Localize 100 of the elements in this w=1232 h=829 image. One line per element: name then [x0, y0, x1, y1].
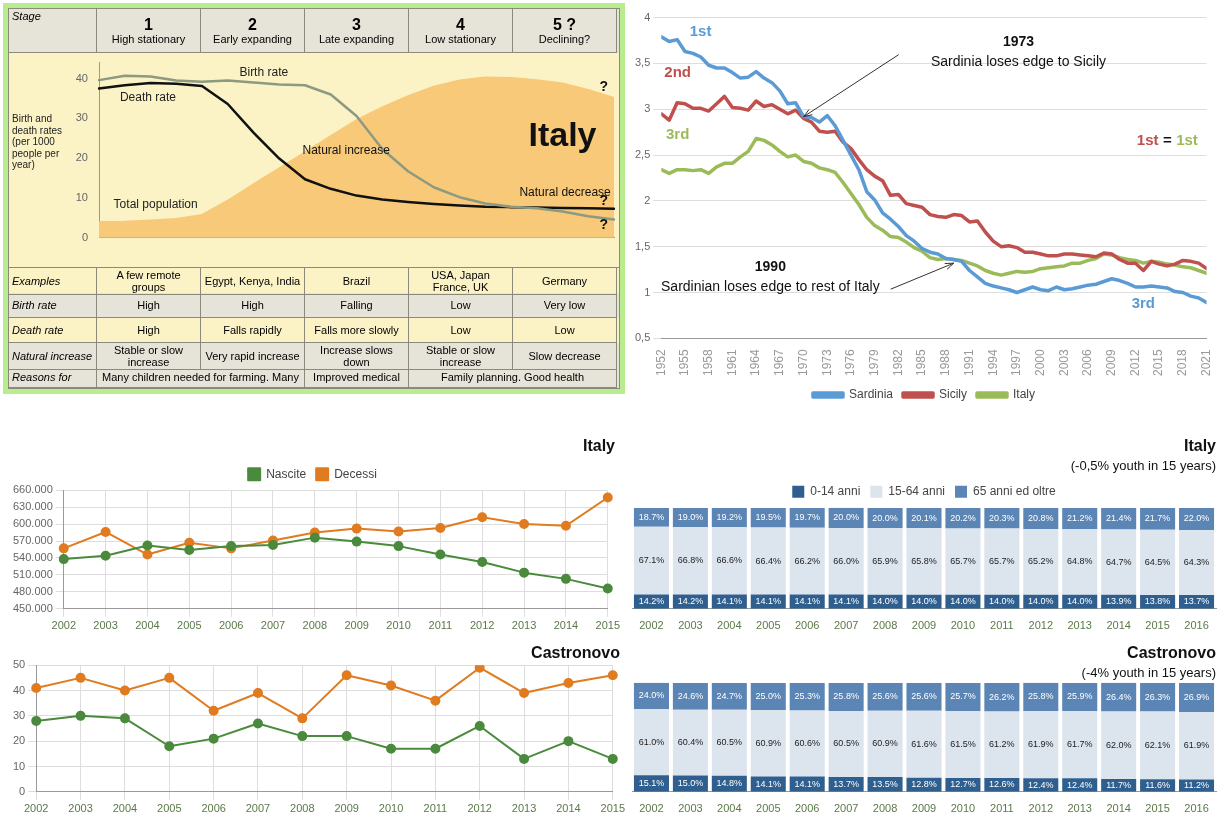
data-label: 13.7% — [1183, 596, 1210, 607]
x-tick-label: 1976 — [843, 348, 858, 377]
text: Falls more slowly — [305, 318, 409, 343]
x-tick-label: 2007 — [833, 802, 859, 815]
bar — [1140, 711, 1176, 780]
x-tick-label: 2005 — [756, 619, 781, 632]
bar — [828, 527, 864, 595]
x-tick-label: 2006 — [794, 619, 820, 632]
data-label: 14.2% — [638, 596, 665, 607]
bar — [1023, 528, 1059, 595]
text: Slow decrease — [513, 343, 617, 371]
x-tick-label: 2016 — [1184, 802, 1209, 815]
y-tick-label: 0 — [81, 230, 88, 243]
x-tick-label: 2010 — [378, 802, 404, 815]
x-tick-label: 2012 — [1127, 348, 1142, 377]
point — [519, 519, 530, 530]
point — [119, 685, 130, 696]
data-label: 66.6% — [716, 555, 743, 566]
point — [252, 688, 263, 699]
x-tick-label: 2009 — [911, 802, 937, 815]
text: 4 Low stationary — [425, 15, 496, 46]
x-tick-label: 2007 — [245, 802, 271, 815]
annotation: Natural increase — [302, 142, 391, 157]
data-label: 60.9% — [755, 737, 782, 748]
bar — [711, 682, 747, 710]
x-tick-label: 2014 — [1106, 619, 1131, 632]
x-tick-label: 2008 — [872, 619, 898, 632]
data-label: 14.0% — [911, 596, 937, 607]
y-tick-label: 2 — [644, 193, 651, 206]
data-label: 14.1% — [794, 778, 820, 789]
data-label: 25.0% — [755, 691, 782, 701]
annotation: = — [1162, 130, 1172, 148]
data-label: 64.7% — [1105, 556, 1132, 567]
y-tick-label: 10 — [12, 759, 26, 772]
data-label: 13.8% — [1144, 596, 1171, 607]
x-tick-label: 2013 — [511, 802, 537, 815]
x-tick-label: 1985 — [914, 348, 929, 377]
data-label: 67.1% — [638, 555, 665, 566]
text: 3 Late expanding — [318, 15, 395, 46]
y-tick-label: 1,5 — [634, 239, 651, 252]
x-tick-label: 2011 — [423, 802, 448, 815]
y-tick-label: 0,5 — [634, 331, 651, 344]
data-label: 60.9% — [872, 738, 898, 749]
text: A few remote groups — [97, 268, 201, 296]
y-tick-label: 20 — [12, 734, 26, 747]
y-tick-label: 630.000 — [13, 500, 53, 513]
x-tick-label: 2012 — [467, 802, 492, 815]
data-label: 65.9% — [872, 555, 898, 566]
data-label: 12.8% — [911, 779, 937, 790]
annotation: 1990 Sardinian loses edge to rest of Italy — [661, 258, 880, 295]
y-tick-label: 10 — [75, 191, 88, 204]
x-tick-label: 1952 — [653, 348, 668, 377]
data-label: 24.6% — [677, 690, 704, 701]
bar — [906, 528, 942, 595]
point — [341, 670, 352, 681]
x-tick-label: 2012 — [1028, 802, 1054, 815]
data-label: 61.2% — [989, 739, 1015, 750]
data-label: 66.8% — [677, 555, 704, 566]
x-tick-label: 2006 — [794, 802, 820, 815]
y-axis-title: Birth and death rates (per 1000 people per year) — [12, 113, 64, 171]
point — [607, 670, 618, 681]
text: Low — [513, 318, 617, 343]
data-label: 66.0% — [833, 555, 859, 566]
data-label: 65.2% — [1028, 556, 1054, 567]
point — [386, 680, 397, 691]
chart-title: Castronovo — [1127, 644, 1217, 662]
data-label: 64.3% — [1183, 557, 1210, 568]
legend-label: Sardinia — [848, 387, 894, 402]
point — [75, 710, 86, 721]
point — [435, 523, 446, 534]
data-label: 14.1% — [755, 778, 782, 789]
data-label: 14.0% — [1066, 596, 1093, 607]
point — [100, 526, 111, 537]
data-label: 19.2% — [716, 512, 743, 523]
data-label: 64.5% — [1144, 556, 1171, 567]
data-label: 61.7% — [1066, 739, 1093, 750]
data-label: 14.0% — [950, 596, 976, 607]
x-tick-label: 2004 — [135, 619, 160, 632]
x-tick-label: 2014 — [553, 619, 579, 632]
bar — [1179, 712, 1215, 780]
legend-label: Italy — [1013, 387, 1036, 402]
bar — [711, 709, 747, 776]
point — [142, 540, 153, 551]
y-tick-label: 510.000 — [13, 567, 53, 580]
point — [142, 549, 153, 560]
data-label: 14.1% — [833, 596, 859, 607]
x-tick-label: 2004 — [717, 802, 742, 815]
x-tick-label: 1958 — [701, 348, 716, 377]
data-label: 14.1% — [716, 596, 743, 607]
x-tick-label: 1964 — [748, 348, 763, 377]
data-label: 61.6% — [911, 738, 937, 749]
bar — [1140, 682, 1176, 712]
bar — [711, 527, 747, 595]
bar — [672, 527, 708, 595]
x-tick-label: 2003 — [678, 619, 703, 632]
x-tick-label: 2015 — [1145, 619, 1170, 632]
x-tick-label: 2010 — [386, 619, 411, 632]
y-tick-label: 30 — [75, 111, 88, 124]
data-label: 13.7% — [833, 778, 859, 789]
x-tick-label: 2011 — [428, 619, 453, 632]
